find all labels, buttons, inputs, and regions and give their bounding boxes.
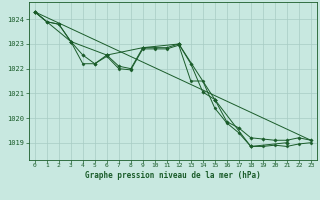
X-axis label: Graphe pression niveau de la mer (hPa): Graphe pression niveau de la mer (hPa) bbox=[85, 171, 261, 180]
